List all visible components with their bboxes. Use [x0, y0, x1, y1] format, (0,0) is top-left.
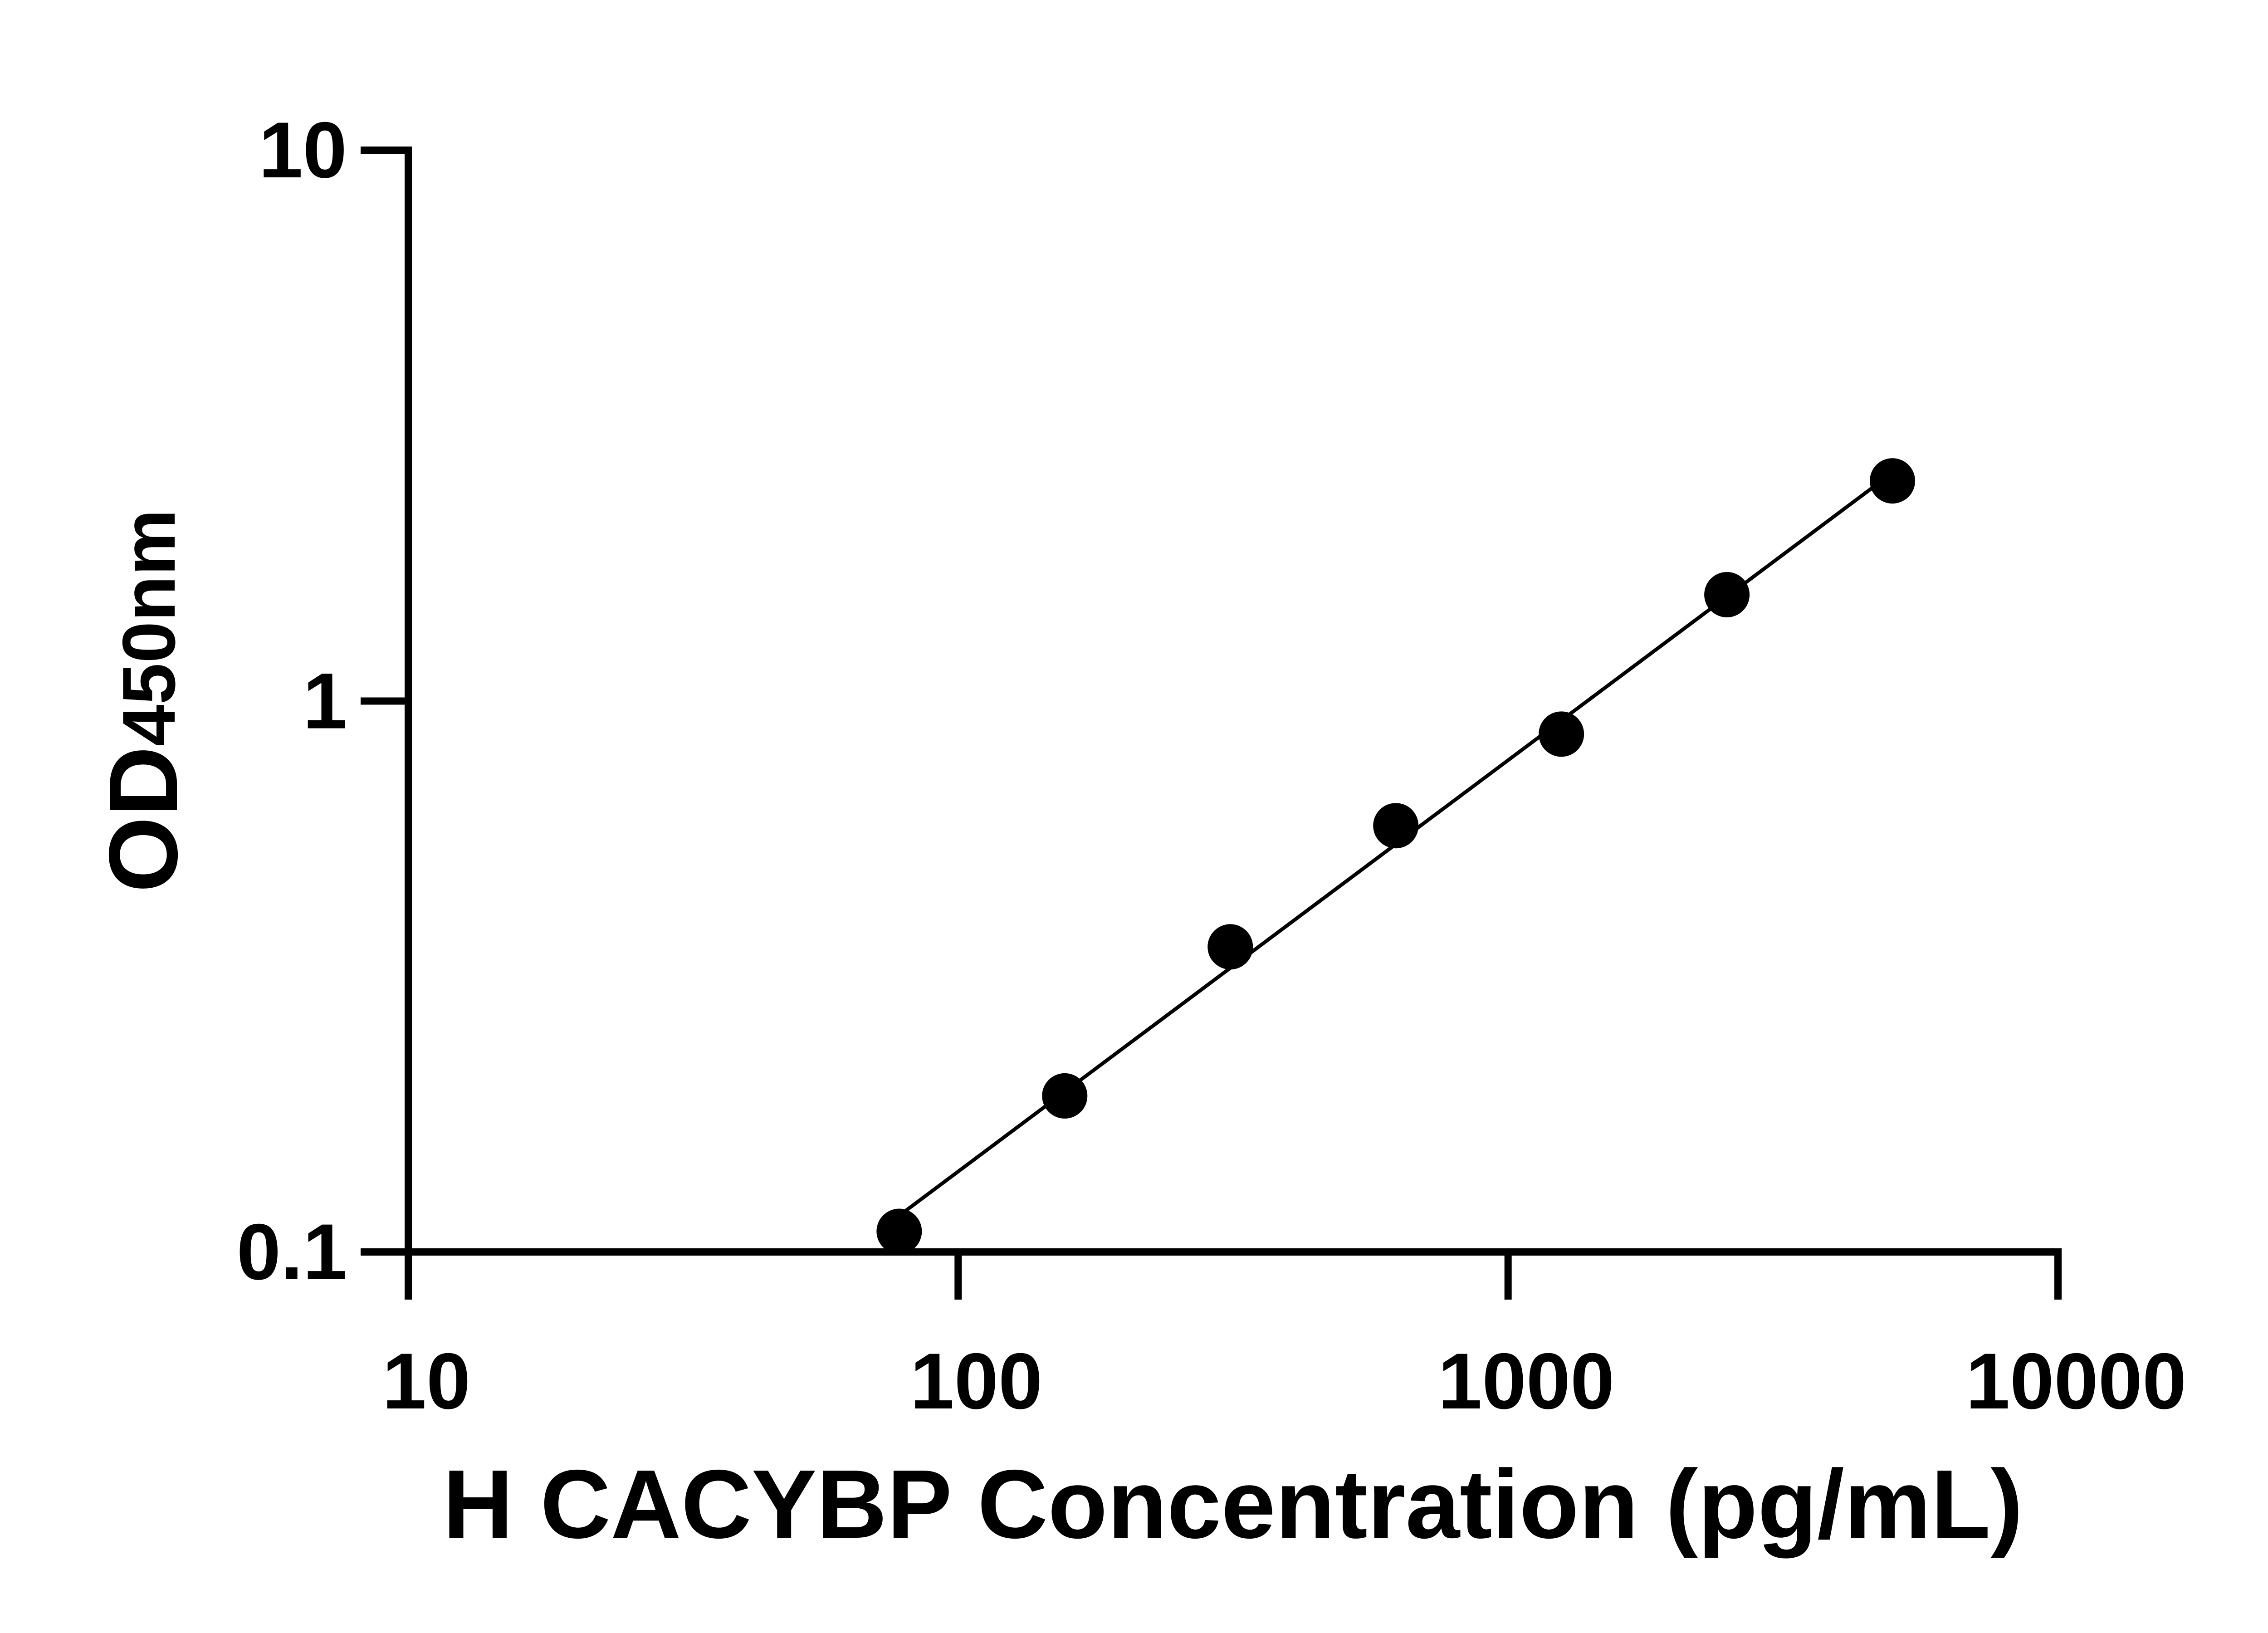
- x-axis-label: H CACYBP Concentration (pg/mL): [443, 1449, 2023, 1559]
- x-tick-label: 10000: [1966, 1337, 2187, 1426]
- data-points-layer: [876, 458, 1916, 1254]
- x-tick-label: 1000: [1438, 1337, 1614, 1426]
- data-point: [876, 1208, 922, 1254]
- data-point: [1704, 572, 1750, 617]
- x-tick-label: 100: [910, 1337, 1042, 1426]
- data-point: [1042, 1073, 1088, 1119]
- y-axis-label-sub: 450nm: [107, 509, 191, 746]
- data-point: [1870, 458, 1916, 504]
- y-axis-label: OD450nm: [88, 509, 198, 892]
- y-tick-label: 1: [303, 657, 347, 746]
- x-ticks: 10 100 1000 10000: [382, 1252, 2187, 1426]
- y-axis-label-main: OD: [88, 746, 198, 893]
- y-ticks: 0.1 1 10: [237, 106, 408, 1296]
- data-point: [1207, 924, 1253, 970]
- y-tick-label: 0.1: [237, 1208, 347, 1296]
- data-point: [1373, 803, 1419, 849]
- data-point: [1539, 711, 1584, 757]
- x-tick-label: 10: [382, 1337, 471, 1426]
- y-tick-label: 10: [259, 106, 347, 195]
